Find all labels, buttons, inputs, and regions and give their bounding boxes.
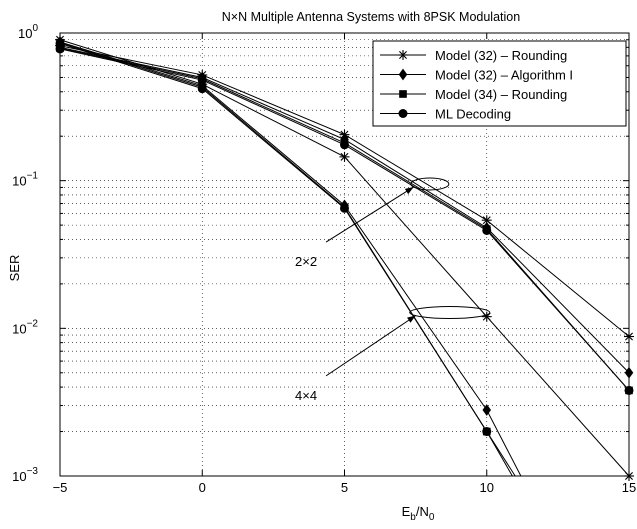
data-point bbox=[339, 151, 350, 162]
annotation-arrowhead bbox=[407, 315, 416, 323]
annotations: 2×2 4×4 bbox=[295, 177, 491, 403]
data-point bbox=[55, 38, 65, 48]
annotation-2×2: 2×2 bbox=[295, 177, 450, 269]
legend-marker bbox=[398, 50, 408, 60]
data-point bbox=[624, 385, 634, 395]
data-point bbox=[482, 404, 492, 416]
data-point bbox=[624, 331, 634, 342]
legend-marker bbox=[398, 109, 408, 118]
x-tick-label: 15 bbox=[622, 480, 636, 495]
annotation-label: 2×2 bbox=[295, 254, 317, 269]
annotation-ellipse bbox=[410, 177, 450, 191]
x-tick-label: −5 bbox=[53, 480, 68, 495]
x-tick-label: 0 bbox=[199, 480, 206, 495]
legend-marker bbox=[398, 68, 408, 81]
x-tick-label: 10 bbox=[480, 480, 494, 495]
legend-entry: Model (32) – Rounding bbox=[380, 48, 567, 63]
x-tick-label: 5 bbox=[341, 480, 348, 495]
series-4x4-circle bbox=[55, 38, 513, 477]
y-tick-label: 10−1 bbox=[12, 171, 38, 189]
annotation-ellipse bbox=[409, 306, 491, 320]
legend-entry: ML Decoding bbox=[380, 107, 511, 122]
annotation-arrow bbox=[325, 186, 414, 243]
legend-entry: Model (34) – Rounding bbox=[380, 87, 567, 102]
data-point bbox=[481, 311, 492, 322]
legend: Model (32) – Rounding Model (32) – Algori… bbox=[372, 40, 627, 127]
data-point bbox=[482, 225, 492, 235]
series-4x4-star bbox=[55, 34, 634, 481]
x-axis-label: Eb/N0 bbox=[402, 504, 435, 523]
data-point bbox=[340, 140, 349, 150]
data-point bbox=[624, 366, 634, 379]
y-tick-label: 10−2 bbox=[12, 318, 38, 336]
data-point bbox=[197, 84, 207, 94]
chart-title: N×N Multiple Antenna Systems with 8PSK M… bbox=[222, 10, 520, 24]
y-axis-label: SER bbox=[7, 255, 22, 282]
series-layer bbox=[55, 34, 634, 481]
legend-label: Model (32) – Rounding bbox=[435, 48, 567, 63]
legend-label: Model (34) – Rounding bbox=[435, 87, 567, 102]
y-tick-label: 100 bbox=[18, 23, 38, 41]
legend-label: ML Decoding bbox=[435, 107, 511, 122]
legend-marker bbox=[399, 90, 407, 98]
y-tick-label: 10−3 bbox=[12, 466, 38, 484]
data-point bbox=[340, 203, 349, 213]
legend-entry: Model (32) – Algorithm I bbox=[380, 68, 573, 83]
data-point bbox=[482, 427, 492, 437]
annotation-arrowhead bbox=[404, 186, 414, 195]
annotation-arrow bbox=[325, 315, 417, 377]
legend-label: Model (32) – Algorithm I bbox=[435, 68, 573, 83]
data-point bbox=[624, 471, 634, 481]
annotation-4×4: 4×4 bbox=[295, 306, 491, 403]
annotation-label: 4×4 bbox=[295, 388, 317, 403]
